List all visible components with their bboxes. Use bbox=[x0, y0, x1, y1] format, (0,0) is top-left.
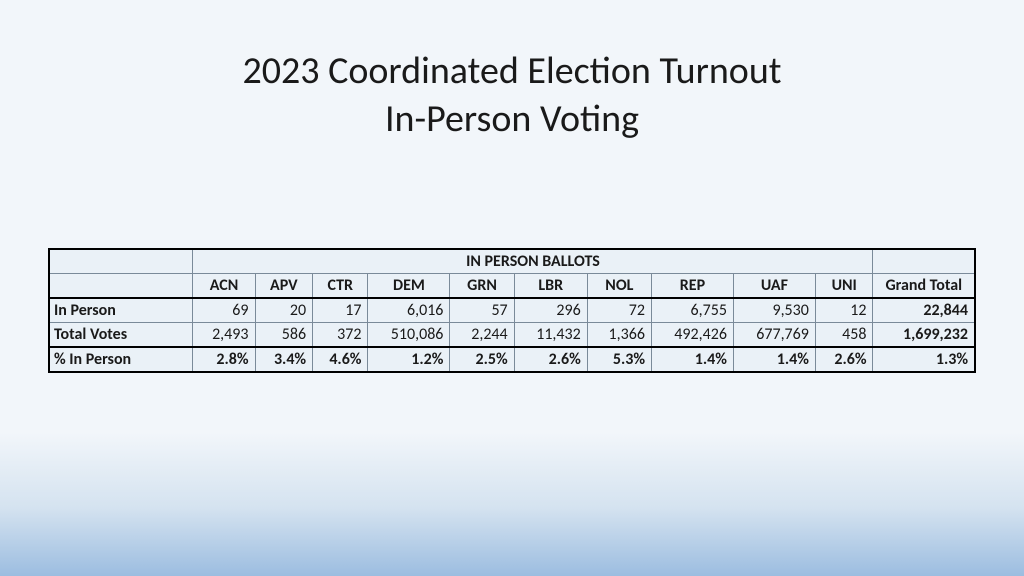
cell: 1.4% bbox=[733, 347, 815, 372]
cell: 492,426 bbox=[651, 323, 733, 348]
cell: 2.6% bbox=[815, 347, 873, 372]
cell: 6,016 bbox=[368, 298, 450, 323]
cell: 1.2% bbox=[368, 347, 450, 372]
cell: 586 bbox=[255, 323, 313, 348]
col-header: ACN bbox=[193, 274, 255, 299]
title-line-2: In-Person Voting bbox=[0, 96, 1024, 144]
cell: 9,530 bbox=[733, 298, 815, 323]
section-header-row: IN PERSON BALLOTS bbox=[49, 249, 975, 274]
cell: 2.5% bbox=[450, 347, 514, 372]
col-header: UNI bbox=[815, 274, 873, 299]
turnout-table-container: IN PERSON BALLOTS ACN APV CTR DEM GRN LB… bbox=[48, 248, 976, 373]
cell: 1,366 bbox=[587, 323, 651, 348]
cell: 2,493 bbox=[193, 323, 255, 348]
cell: 17 bbox=[313, 298, 368, 323]
col-header: NOL bbox=[587, 274, 651, 299]
row-label: In Person bbox=[49, 298, 193, 323]
cell-grand-total: 1,699,232 bbox=[873, 323, 975, 348]
cell: 2,244 bbox=[450, 323, 514, 348]
cell-grand-total: 1.3% bbox=[873, 347, 975, 372]
col-header-grand-total: Grand Total bbox=[873, 274, 975, 299]
corner-blank-2 bbox=[873, 249, 975, 274]
cell: 3.4% bbox=[255, 347, 313, 372]
col-header: CTR bbox=[313, 274, 368, 299]
col-header: REP bbox=[651, 274, 733, 299]
cell: 12 bbox=[815, 298, 873, 323]
row-label: Total Votes bbox=[49, 323, 193, 348]
cell: 677,769 bbox=[733, 323, 815, 348]
cell: 2.6% bbox=[514, 347, 587, 372]
cell: 69 bbox=[193, 298, 255, 323]
section-header: IN PERSON BALLOTS bbox=[193, 249, 873, 274]
turnout-table: IN PERSON BALLOTS ACN APV CTR DEM GRN LB… bbox=[48, 248, 976, 373]
table-row: In Person 69 20 17 6,016 57 296 72 6,755… bbox=[49, 298, 975, 323]
cell-grand-total: 22,844 bbox=[873, 298, 975, 323]
cell: 57 bbox=[450, 298, 514, 323]
cell: 372 bbox=[313, 323, 368, 348]
col-header: APV bbox=[255, 274, 313, 299]
table-row-percent: % In Person 2.8% 3.4% 4.6% 1.2% 2.5% 2.6… bbox=[49, 347, 975, 372]
cell: 6,755 bbox=[651, 298, 733, 323]
column-header-row: ACN APV CTR DEM GRN LBR NOL REP UAF UNI … bbox=[49, 274, 975, 299]
corner-blank-1 bbox=[49, 249, 193, 274]
col-header: UAF bbox=[733, 274, 815, 299]
cell: 2.8% bbox=[193, 347, 255, 372]
col-header: GRN bbox=[450, 274, 514, 299]
table-row: Total Votes 2,493 586 372 510,086 2,244 … bbox=[49, 323, 975, 348]
corner-blank-3 bbox=[49, 274, 193, 299]
cell: 20 bbox=[255, 298, 313, 323]
slide-title: 2023 Coordinated Election Turnout In-Per… bbox=[0, 0, 1024, 143]
col-header: DEM bbox=[368, 274, 450, 299]
cell: 5.3% bbox=[587, 347, 651, 372]
col-header: LBR bbox=[514, 274, 587, 299]
cell: 296 bbox=[514, 298, 587, 323]
cell: 1.4% bbox=[651, 347, 733, 372]
row-label: % In Person bbox=[49, 347, 193, 372]
title-line-1: 2023 Coordinated Election Turnout bbox=[0, 48, 1024, 96]
cell: 458 bbox=[815, 323, 873, 348]
cell: 4.6% bbox=[313, 347, 368, 372]
cell: 11,432 bbox=[514, 323, 587, 348]
cell: 510,086 bbox=[368, 323, 450, 348]
cell: 72 bbox=[587, 298, 651, 323]
